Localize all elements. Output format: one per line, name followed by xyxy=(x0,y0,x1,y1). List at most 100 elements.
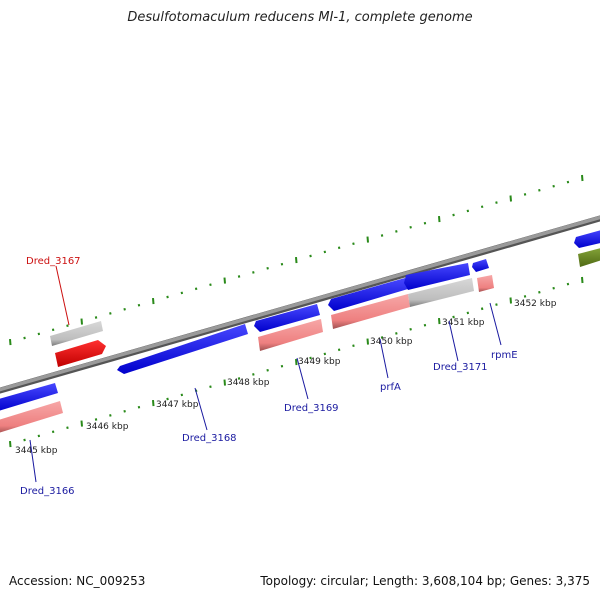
inner-scale-tick xyxy=(409,327,412,331)
genome-backbone xyxy=(0,215,600,394)
gene-label-dred-3167[interactable]: Dred_3167 xyxy=(26,256,81,267)
outer-scale-tick xyxy=(395,230,398,233)
outer-scale-tick xyxy=(295,257,298,264)
inner-scale-tick xyxy=(23,438,26,442)
gene-grey-span[interactable] xyxy=(408,278,474,307)
inner-scale-tick xyxy=(295,359,298,366)
outer-scale-tick xyxy=(280,262,284,266)
outer-scale-tick xyxy=(480,205,484,209)
gene-right-blue-arrow[interactable] xyxy=(574,229,600,248)
outer-scale-tick xyxy=(237,275,241,278)
outer-scale-tick xyxy=(166,295,169,299)
inner-scale-tick xyxy=(237,377,241,380)
gene-labels: Dred_3166 Dred_3167 Dred_3168 Dred_3169 … xyxy=(20,256,518,497)
outer-scale-tick xyxy=(123,307,126,311)
gene-label-prfa[interactable]: prfA xyxy=(380,382,401,393)
inner-scale-tick xyxy=(166,397,169,401)
outer-scale-tick xyxy=(509,195,512,202)
callout-line-dred-3166 xyxy=(29,439,37,483)
gene-label-rpme[interactable]: rpmE xyxy=(491,350,518,361)
inner-scale-tick xyxy=(581,276,584,284)
outer-scale-tick xyxy=(495,201,498,204)
inner-scale-tick xyxy=(480,307,484,311)
gene-dred-3168-arrow[interactable] xyxy=(117,324,248,374)
tick-label-3445: 3445 kbp xyxy=(15,446,58,456)
inner-scale-tick xyxy=(37,434,41,438)
outer-scale-tick xyxy=(466,209,470,213)
outer-scale-tick xyxy=(194,287,198,291)
tick-label-3446: 3446 kbp xyxy=(86,422,129,432)
gene-rpme-arrow[interactable] xyxy=(472,259,489,272)
inner-scale-tick xyxy=(452,315,455,319)
callout-line-dred-3167 xyxy=(55,265,70,326)
outer-scale-tick xyxy=(209,283,212,287)
outer-scale-tick xyxy=(538,188,541,192)
inner-scale-tick xyxy=(337,348,341,352)
tick-label-3449: 3449 kbp xyxy=(298,357,341,367)
outer-scale-tick xyxy=(438,216,441,223)
scale-tick-labels: 3445 kbp 3446 kbp 3447 kbp 3448 kbp 3449… xyxy=(15,299,557,456)
gene-label-dred-3171[interactable]: Dred_3171 xyxy=(433,362,488,373)
scale-tick-rows xyxy=(9,174,584,448)
outer-scale-tick xyxy=(366,236,369,243)
callout-line-rpme xyxy=(489,302,502,346)
outer-scale-tick xyxy=(452,213,455,217)
outer-scale-tick xyxy=(380,234,384,237)
gene-rpme-reverse[interactable] xyxy=(477,275,494,292)
accession-text: Accession: NC_009253 xyxy=(9,574,146,588)
gene-label-dred-3166[interactable]: Dred_3166 xyxy=(20,486,75,497)
callout-line-dred-3168 xyxy=(194,387,208,431)
outer-scale-tick xyxy=(152,298,155,305)
gene-dred-3166-reverse[interactable] xyxy=(0,401,63,434)
inner-scale-tick xyxy=(209,385,212,389)
inner-scale-tick xyxy=(252,373,255,376)
outer-scale-tick xyxy=(352,242,355,246)
gene-callout-lines xyxy=(29,265,502,483)
outer-scale-tick xyxy=(51,328,55,332)
gene-prfa-arrow[interactable] xyxy=(328,278,408,311)
outer-scale-tick xyxy=(137,303,141,307)
inner-scale-tick xyxy=(9,441,12,448)
gene-dred-3169-reverse[interactable] xyxy=(258,319,323,351)
gene-dred-3167-arrow[interactable] xyxy=(55,340,106,367)
gene-prfa-reverse[interactable] xyxy=(331,294,410,329)
gene-label-dred-3168[interactable]: Dred_3168 xyxy=(182,433,237,444)
outer-scale-tick xyxy=(323,250,327,254)
outer-scale-tick xyxy=(180,291,184,295)
gene-dred-3166-arrow[interactable] xyxy=(0,383,58,412)
inner-scale-tick xyxy=(552,286,555,290)
inner-scale-tick xyxy=(309,356,312,360)
callout-line-prfa xyxy=(379,338,389,379)
map-title: Desulfotomaculum reducens MI-1, complete… xyxy=(127,10,473,25)
inner-scale-tick xyxy=(94,418,98,421)
outer-scale-tick xyxy=(223,277,226,284)
gene-right-olive[interactable] xyxy=(578,247,600,267)
outer-scale-tick xyxy=(409,225,412,229)
callout-line-dred-3169 xyxy=(296,357,309,400)
inner-scale-tick xyxy=(509,297,512,304)
gene-dred-3171-arrow[interactable] xyxy=(404,263,470,290)
outer-scale-tick xyxy=(423,221,427,225)
inner-scale-tick xyxy=(266,368,269,372)
outer-scale-tick xyxy=(266,266,269,270)
outer-scale-tick xyxy=(337,246,341,250)
genome-summary-text: Topology: circular; Length: 3,608,104 bp… xyxy=(260,574,590,588)
outer-scale-tick xyxy=(9,339,12,346)
inner-scale-tick xyxy=(109,414,112,417)
inner-scale-tick xyxy=(280,364,284,368)
inner-scale-tick xyxy=(495,303,498,306)
gene-dred-3167-grey[interactable] xyxy=(50,321,103,346)
inner-scale-tick xyxy=(566,282,570,286)
outer-scale-tick xyxy=(66,324,69,328)
tick-label-3451: 3451 kbp xyxy=(442,318,485,328)
inner-scale-tick xyxy=(538,290,541,294)
inner-scale-tick xyxy=(395,332,398,335)
outer-scale-tick xyxy=(552,184,555,188)
inner-scale-tick xyxy=(180,393,184,397)
tick-label-3447: 3447 kbp xyxy=(156,400,199,410)
gene-dred-3169-arrow[interactable] xyxy=(254,304,320,332)
gene-label-dred-3169[interactable]: Dred_3169 xyxy=(284,403,339,414)
outer-scale-tick xyxy=(523,193,527,196)
callout-line-dred-3171 xyxy=(448,320,459,362)
